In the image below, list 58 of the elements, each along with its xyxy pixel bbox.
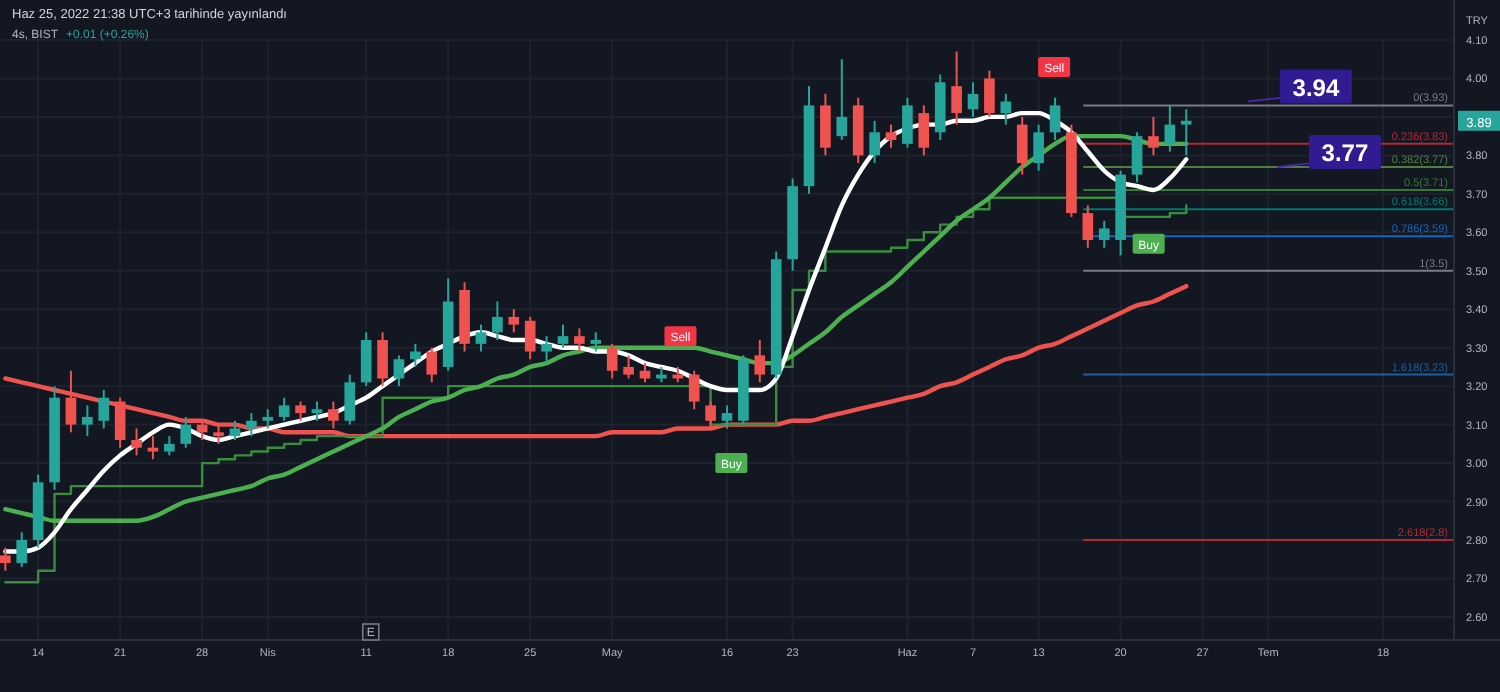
candlestick [1148, 115, 1159, 157]
candlestick [65, 369, 77, 434]
candlestick [410, 342, 421, 368]
candlestick [705, 400, 716, 430]
candlestick [98, 389, 110, 430]
candlestick [524, 315, 536, 361]
candlestick [508, 308, 520, 334]
candlestick [164, 435, 175, 457]
candlestick [1016, 115, 1028, 176]
candlestick [1049, 96, 1061, 141]
annotation: 3.94 [1292, 73, 1340, 102]
candlestick [623, 354, 634, 380]
candlestick [541, 335, 552, 365]
candlestick [1180, 108, 1192, 157]
candlestick [721, 404, 733, 430]
line-series [3, 283, 1189, 439]
candlestick [393, 354, 405, 388]
candlestick [885, 123, 897, 149]
candlestick [475, 323, 487, 353]
candlestick [1000, 92, 1012, 126]
candlestick [1082, 204, 1094, 249]
candlestick [984, 69, 995, 118]
candlestick [377, 331, 388, 388]
candlestick [902, 96, 913, 149]
annotation: 3.77 [1321, 138, 1369, 167]
candlestick [311, 400, 323, 422]
candlestick [836, 58, 848, 141]
candlestick [147, 435, 159, 461]
candlestick [967, 81, 979, 118]
candlestick [1131, 131, 1143, 184]
candlestick [295, 400, 306, 422]
candlestick [278, 396, 290, 422]
candlestick [492, 300, 503, 341]
candlestick [1098, 219, 1110, 249]
candlestick [360, 331, 372, 388]
candlestick [0, 546, 11, 572]
candlestick [590, 331, 602, 353]
candlestick [426, 346, 438, 384]
candlestick [229, 419, 241, 441]
candlestick [1033, 123, 1044, 172]
candlestick [951, 50, 962, 126]
candlestick [1164, 104, 1176, 153]
candlestick [557, 323, 569, 349]
candlestick [82, 404, 93, 438]
candlestick [131, 427, 142, 457]
candlestick [180, 415, 192, 449]
candlestick [918, 104, 930, 157]
candlestick [869, 119, 880, 165]
candlestick [328, 400, 339, 430]
candlestick [574, 327, 585, 353]
candlestick [16, 531, 28, 568]
candlestick [246, 412, 257, 438]
candlestick [688, 369, 700, 411]
candlestick [344, 373, 356, 426]
candlestick [262, 408, 274, 430]
candlestick [606, 342, 618, 380]
candlestick [820, 92, 831, 157]
candlestick [754, 339, 766, 384]
